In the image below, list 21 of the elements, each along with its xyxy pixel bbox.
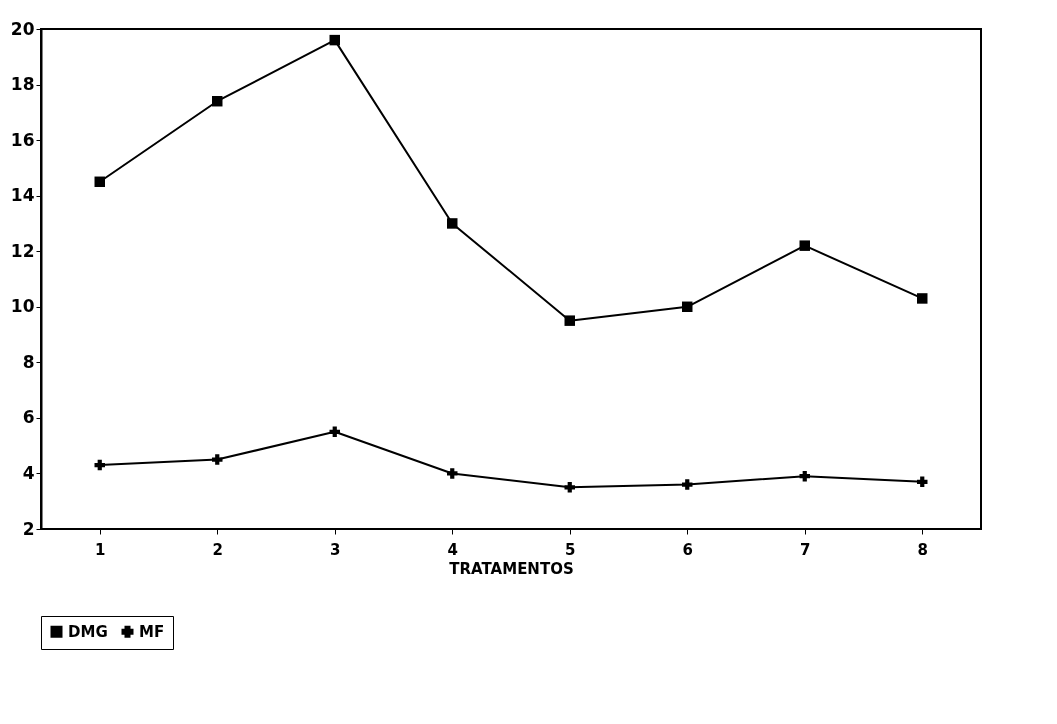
y-tick-label: 12 bbox=[10, 240, 35, 261]
legend-label: DMG bbox=[68, 622, 108, 641]
y-tick-label: 10 bbox=[10, 296, 35, 317]
x-tick-label: 3 bbox=[330, 540, 341, 559]
y-tick-label: 4 bbox=[22, 462, 35, 483]
y-tick-label: 2 bbox=[22, 518, 35, 539]
x-tick-label: 7 bbox=[800, 540, 811, 559]
y-tick-label: 20 bbox=[10, 18, 35, 39]
x-tick-label: 4 bbox=[447, 540, 458, 559]
x-axis-title: TRATAMENTOS bbox=[449, 559, 574, 578]
x-tick-label: 1 bbox=[95, 540, 106, 559]
y-tick-label: 18 bbox=[10, 74, 35, 95]
x-tick-label: 2 bbox=[212, 540, 223, 559]
x-tick-label: 6 bbox=[682, 540, 693, 559]
y-tick-label: 14 bbox=[10, 185, 35, 206]
legend-label: MF bbox=[139, 622, 165, 641]
y-tick-label: 16 bbox=[10, 129, 35, 150]
y-tick-label: 6 bbox=[22, 407, 35, 428]
x-tick-label: 5 bbox=[565, 540, 576, 559]
x-tick-label: 8 bbox=[917, 540, 928, 559]
y-tick-label: 8 bbox=[22, 351, 35, 372]
